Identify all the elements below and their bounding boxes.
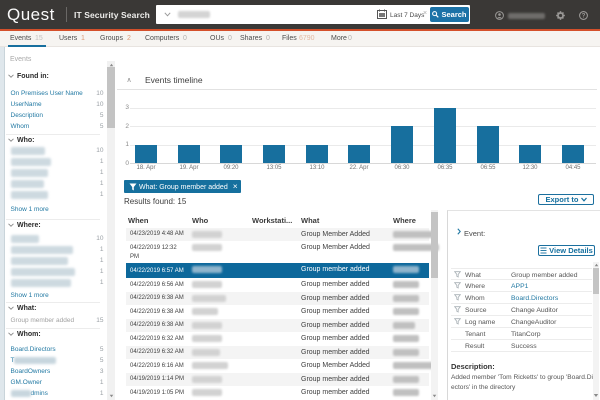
svg-text:?: ? xyxy=(582,13,586,20)
